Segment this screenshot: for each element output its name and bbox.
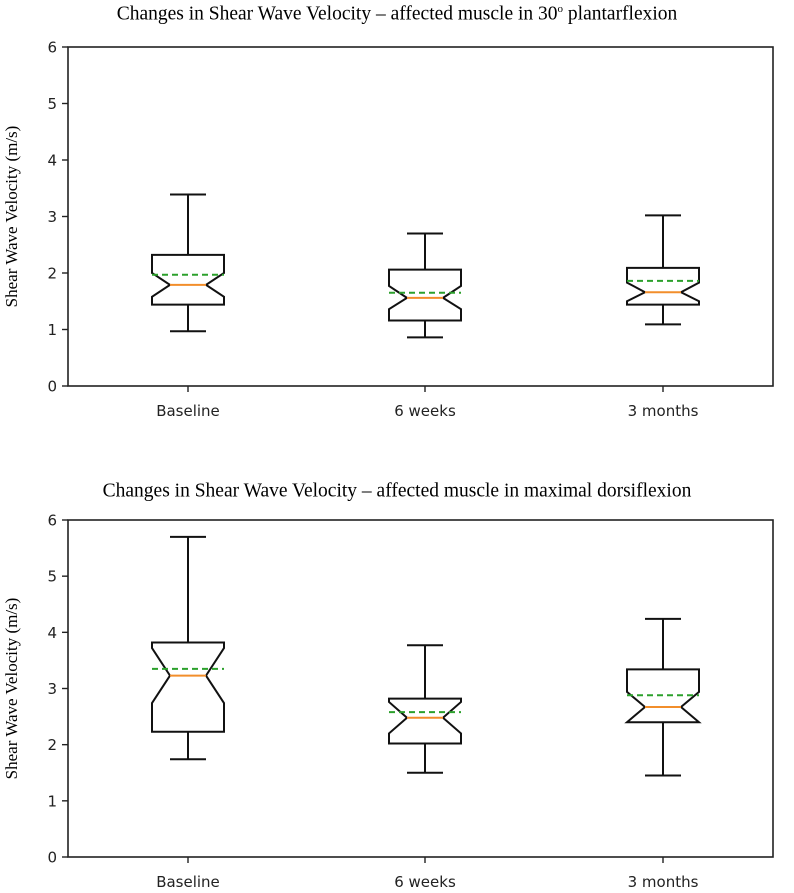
box-body: [151, 641, 225, 733]
box-0: [151, 193, 225, 333]
box-body: [151, 253, 225, 306]
box-1: [388, 232, 462, 339]
x-tick-label: 6 weeks: [394, 402, 456, 420]
y-tick-label: 1: [47, 321, 57, 339]
boxplot-dorsiflexion: 0 1 2 3 4 5 6 Baseline 6 weeks 3 months Shear Wave…: [2, 512, 774, 891]
x-tick-label: 3 months: [628, 873, 699, 891]
box-body: [388, 697, 462, 745]
y-tick-label: 4: [47, 152, 57, 170]
chart-panel-dorsiflexion: Changes in Shear Wave Velocity – affecte…: [0, 446, 794, 893]
box-1: [388, 644, 462, 774]
y-tick-label: 1: [47, 792, 57, 810]
y-axis-label: Shear Wave Velocity (m/s): [2, 126, 21, 308]
boxplot-plantarflexion: 0 1 2 3 4 5 6 Baseline 6 weeks 3 months Shear Wave…: [2, 39, 774, 420]
y-axis-label: Shear Wave Velocity (m/s): [2, 598, 21, 780]
chart-title-main: Changes in Shear Wave Velocity – affecte…: [102, 480, 692, 502]
x-tick-label: 6 weeks: [394, 873, 456, 891]
x-tick-label: Baseline: [156, 402, 220, 420]
chart-title-main: Changes in Shear Wave Velocity – affecte…: [116, 3, 558, 25]
box-body: [388, 268, 462, 322]
box-0: [151, 535, 225, 761]
y-tick-label: 0: [47, 849, 57, 867]
y-tick-label: 4: [47, 624, 57, 642]
plot-frame: [67, 46, 774, 387]
y-tick-label: 3: [47, 208, 57, 226]
y-tick-label: 5: [47, 568, 57, 586]
box-2: [624, 617, 702, 777]
box-2: [626, 214, 700, 326]
chart-title: Changes in Shear Wave Velocity – affecte…: [0, 3, 794, 26]
chart-title: Changes in Shear Wave Velocity – affecte…: [0, 480, 794, 503]
chart-panel-plantarflexion: Changes in Shear Wave Velocity – affecte…: [0, 0, 794, 446]
chart-title-superscript: o: [557, 3, 564, 15]
chart-title-tail: plantarflexion: [563, 3, 678, 25]
x-tick-label: Baseline: [156, 873, 220, 891]
y-tick-label: 2: [47, 265, 57, 283]
y-tick-label: 6: [47, 512, 57, 530]
y-tick-label: 5: [47, 95, 57, 113]
y-tick-label: 2: [47, 736, 57, 754]
y-tick-label: 3: [47, 680, 57, 698]
x-tick-label: 3 months: [628, 402, 699, 420]
y-tick-label: 0: [47, 378, 57, 396]
y-tick-label: 6: [47, 39, 57, 57]
box-body: [626, 266, 700, 306]
